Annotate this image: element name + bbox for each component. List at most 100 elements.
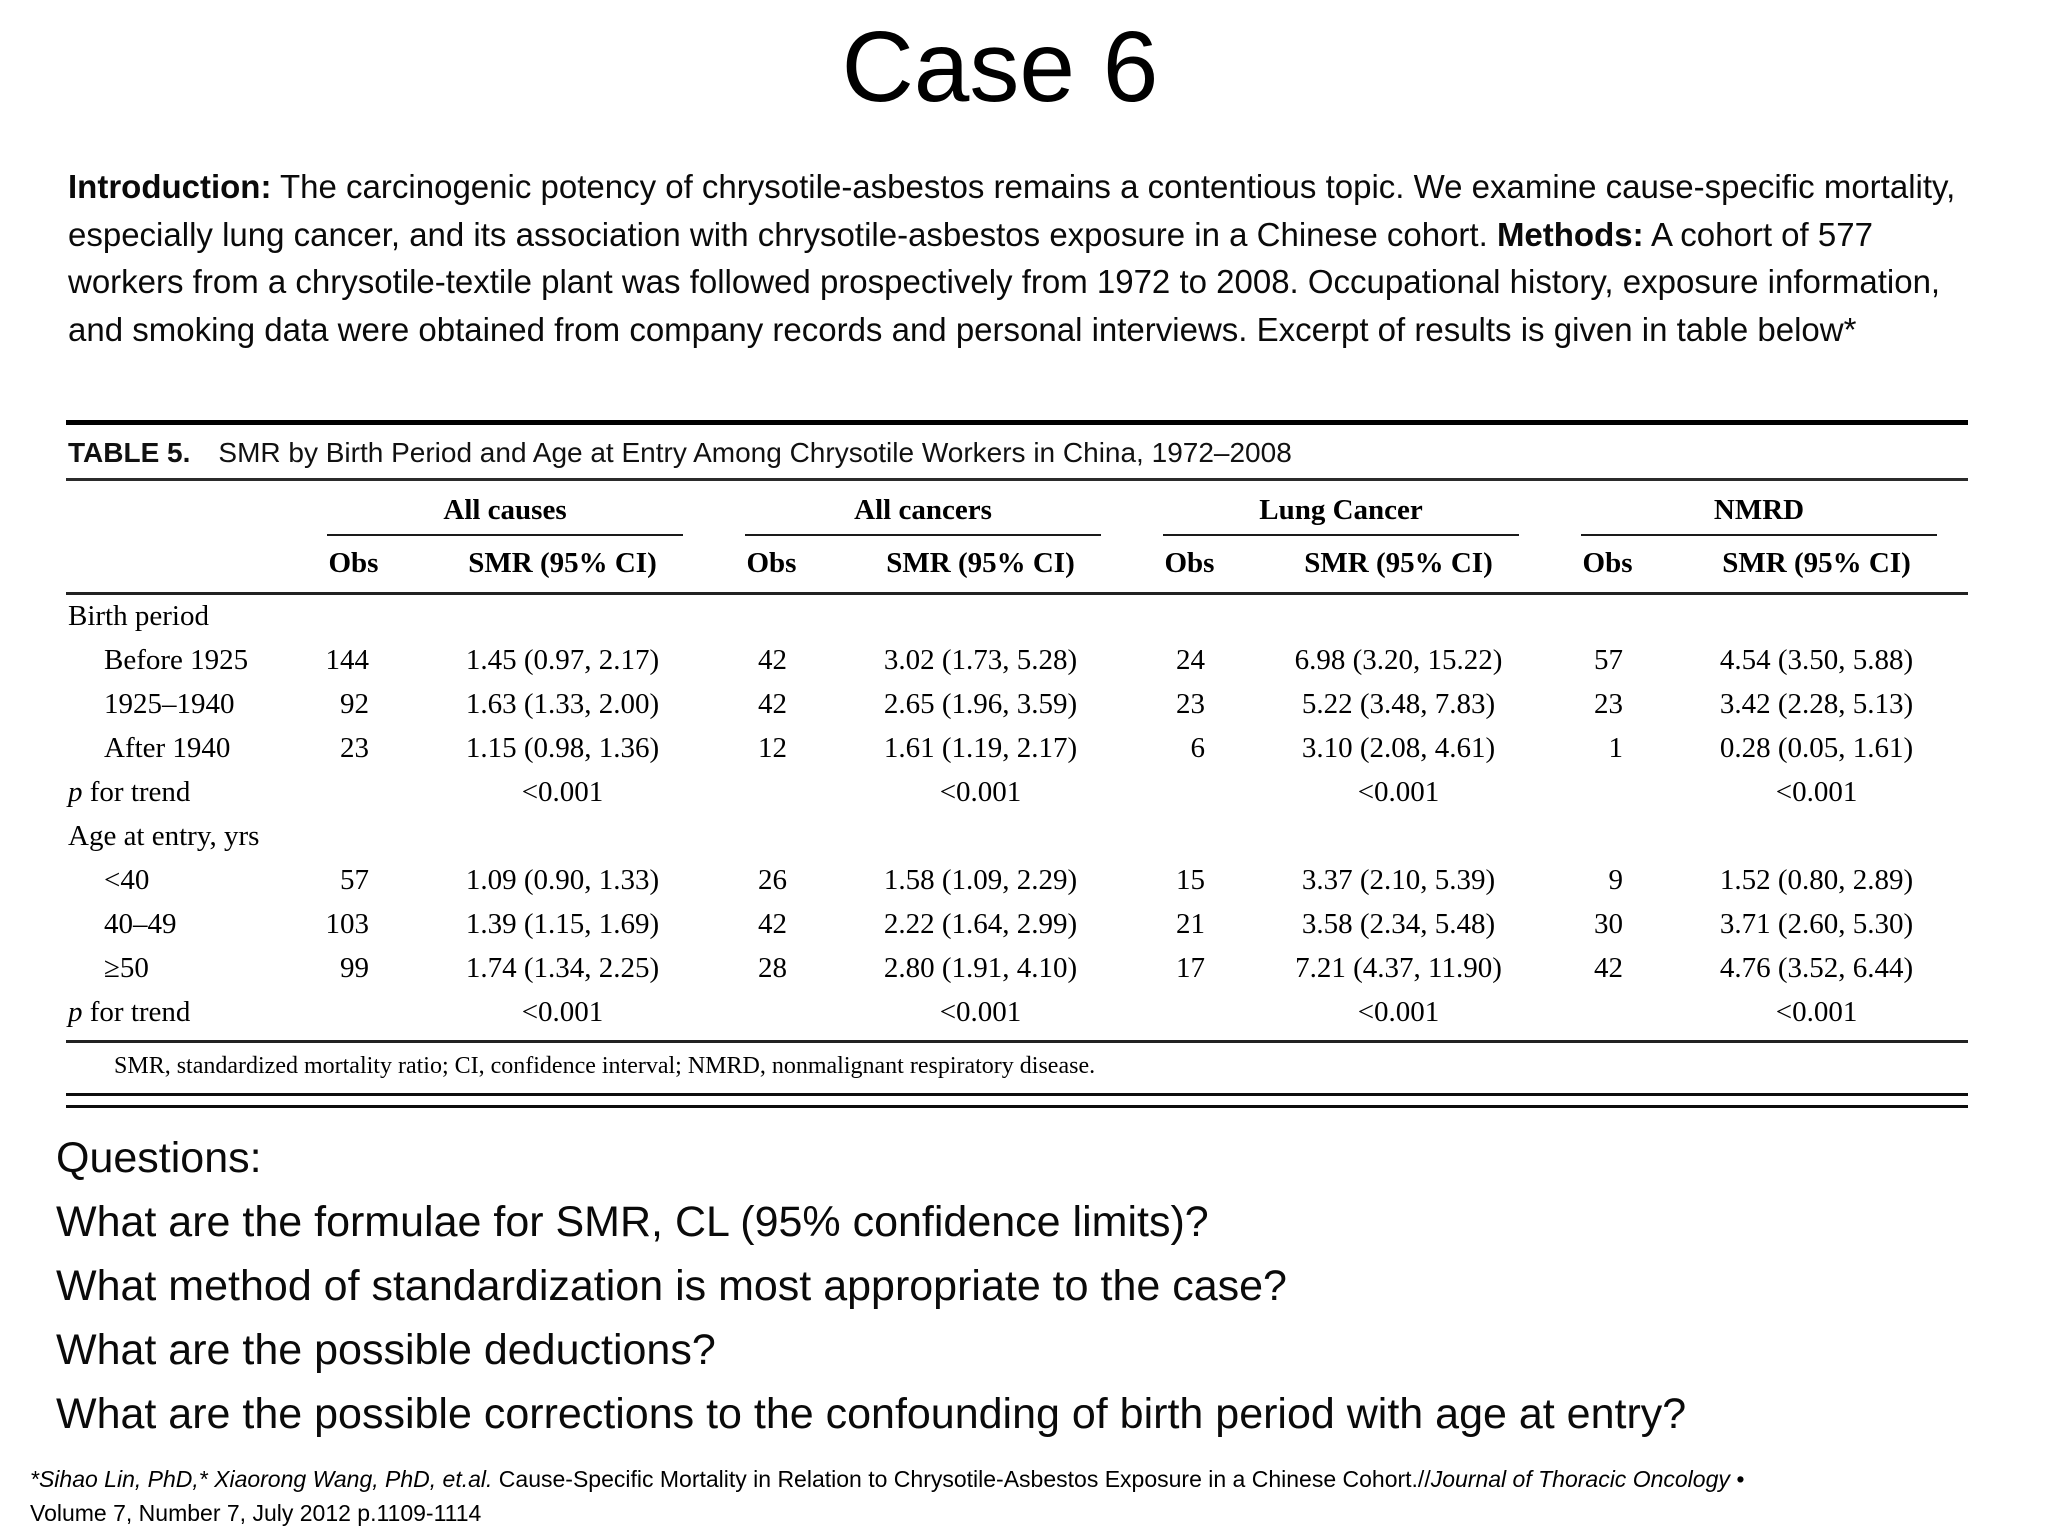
- obs-value: 42: [758, 908, 787, 940]
- row-label: After 1940: [104, 732, 231, 764]
- empty-cell: [296, 771, 411, 815]
- obs-value: 15: [1176, 864, 1205, 896]
- table-row: <40 57 1.09 (0.90, 1.33) 26 1.58 (1.09, 2.29…: [66, 859, 1968, 903]
- smr-value: 1.74 (1.34, 2.25): [465, 952, 660, 984]
- col-header-smr: SMR (95% CI): [1665, 537, 1969, 595]
- smr-value: 3.58 (2.34, 5.48): [1301, 908, 1496, 940]
- p-italic: p: [68, 776, 83, 808]
- table-caption-rule: [66, 478, 1968, 481]
- empty-cell: [1132, 771, 1247, 815]
- smr-value: 1.09 (0.90, 1.33): [465, 864, 660, 896]
- smr-value: 1.63 (1.33, 2.00): [465, 688, 660, 720]
- row-label: Before 1925: [104, 644, 249, 676]
- obs-value: 30: [1594, 908, 1624, 940]
- obs-value: 24: [1176, 644, 1205, 676]
- citation-authors: *Sihao Lin, PhD,* Xiaorong Wang, PhD, et…: [30, 1466, 493, 1492]
- citation-title: Cause-Specific Mortality in Relation to …: [492, 1466, 1431, 1492]
- obs-value: 42: [1594, 952, 1624, 984]
- obs-value: 26: [758, 864, 787, 896]
- p-value: <0.001: [1775, 776, 1858, 808]
- table-row: ≥50 99 1.74 (1.34, 2.25) 28 2.80 (1.91, 4.10…: [66, 947, 1968, 991]
- obs-value: 42: [758, 688, 787, 720]
- obs-value: 28: [758, 952, 787, 984]
- empty-cell: [1550, 991, 1665, 1035]
- question-item: What are the formulae for SMR, CL (95% c…: [56, 1198, 1209, 1246]
- table-row: 40–49 103 1.39 (1.15, 1.69) 42 2.22 (1.64, 2…: [66, 903, 1968, 947]
- methods-label: Methods:: [1496, 215, 1644, 253]
- obs-value: 92: [340, 688, 369, 720]
- sub-header-spacer: [66, 537, 296, 595]
- smr-value: 5.22 (3.48, 7.83): [1301, 688, 1496, 720]
- smr-value: 7.21 (4.37, 11.90): [1295, 952, 1502, 984]
- col-header-obs: Obs: [1132, 537, 1247, 595]
- p-for-trend-label: p for trend: [68, 776, 191, 808]
- empty-cell: [714, 771, 829, 815]
- citation-journal: Journal of Thoracic Oncology •: [1430, 1466, 1745, 1492]
- obs-value: 57: [340, 864, 369, 896]
- sub-header-row: Obs SMR (95% CI) Obs SMR (95% CI) Obs SM…: [66, 537, 1969, 595]
- smr-value: 3.02 (1.73, 5.28): [883, 644, 1078, 676]
- section-label: Birth period: [68, 600, 209, 632]
- table-caption-label: TABLE 5.: [68, 437, 191, 468]
- citation-footnote: *Sihao Lin, PhD,* Xiaorong Wang, PhD, et…: [30, 1462, 2020, 1530]
- p-value: <0.001: [1775, 996, 1858, 1028]
- empty-cell: [1550, 771, 1665, 815]
- p-for-trend-row: p for trend <0.001 <0.001 <0.001 <0.001: [66, 771, 1968, 815]
- p-italic: p: [68, 996, 83, 1028]
- group-header-all-causes: All causes: [296, 481, 714, 537]
- smr-value: 2.22 (1.64, 2.99): [883, 908, 1078, 940]
- p-value: <0.001: [939, 776, 1022, 808]
- group-header-spacer: [66, 481, 296, 537]
- table-row: After 1940 23 1.15 (0.98, 1.36) 12 1.61 (1.1…: [66, 727, 1968, 771]
- smr-value: 1.61 (1.19, 2.17): [883, 732, 1078, 764]
- col-header-obs: Obs: [1550, 537, 1666, 595]
- obs-value: 42: [758, 644, 787, 676]
- obs-value: 103: [325, 908, 370, 940]
- col-header-smr: SMR (95% CI): [829, 537, 1132, 595]
- obs-value: 23: [1594, 688, 1624, 720]
- smr-table: All causes All cancers Lung Cancer NMRD …: [66, 481, 1969, 1035]
- question-item: What are the possible corrections to the…: [56, 1390, 1687, 1438]
- intro-text: The carcinogenic potency of chrysotile-a…: [68, 168, 1956, 253]
- table-caption-text: SMR by Birth Period and Age at Entry Amo…: [218, 437, 1292, 468]
- smr-value: 6.98 (3.20, 15.22): [1294, 644, 1503, 676]
- journal-table: TABLE 5. SMR by Birth Period and Age at E…: [66, 420, 1969, 1108]
- col-header-obs: Obs: [714, 537, 829, 595]
- table-footnote-rule: [66, 1040, 1968, 1043]
- col-header-smr: SMR (95% CI): [1247, 537, 1551, 595]
- section-row: Birth period: [66, 594, 1968, 640]
- group-header-nmrd: NMRD: [1550, 481, 1968, 537]
- group-header-lung-cancer: Lung Cancer: [1132, 481, 1550, 537]
- methods-text: A cohort of 577 workers from a chrysotil…: [68, 215, 1941, 348]
- smr-value: 4.54 (3.50, 5.88): [1719, 644, 1914, 676]
- p-for-trend-row: p for trend <0.001 <0.001 <0.001 <0.001: [66, 991, 1968, 1035]
- smr-value: 3.71 (2.60, 5.30): [1719, 908, 1914, 940]
- table-row: 1925–1940 92 1.63 (1.33, 2.00) 42 2.65 (1.96…: [66, 683, 1968, 727]
- smr-value: 1.45 (0.97, 2.17): [465, 644, 660, 676]
- row-label: ≥50: [104, 952, 149, 984]
- p-value: <0.001: [521, 776, 604, 808]
- obs-value: 9: [1608, 864, 1624, 896]
- row-label: 1925–1940: [104, 688, 235, 720]
- smr-value: 2.80 (1.91, 4.10): [883, 952, 1078, 984]
- col-header-obs: Obs: [296, 537, 411, 595]
- smr-value: 1.58 (1.09, 2.29): [883, 864, 1078, 896]
- obs-value: 17: [1176, 952, 1205, 984]
- obs-value: 21: [1176, 908, 1205, 940]
- section-row: Age at entry, yrs: [66, 815, 1968, 859]
- obs-value: 1: [1608, 732, 1624, 764]
- obs-value: 144: [325, 644, 370, 676]
- empty-cell: [714, 991, 829, 1035]
- table-footnote: SMR, standardized mortality ratio; CI, c…: [114, 1053, 1096, 1079]
- group-header-row: All causes All cancers Lung Cancer NMRD: [66, 481, 1968, 537]
- questions-heading: Questions:: [56, 1134, 262, 1182]
- obs-value: 23: [340, 732, 369, 764]
- smr-value: 1.15 (0.98, 1.36): [465, 732, 660, 764]
- obs-value: 99: [340, 952, 369, 984]
- citation-line-1: *Sihao Lin, PhD,* Xiaorong Wang, PhD, et…: [30, 1462, 2020, 1496]
- col-header-smr: SMR (95% CI): [411, 537, 714, 595]
- p-value: <0.001: [521, 996, 604, 1028]
- smr-value: 4.76 (3.52, 6.44): [1719, 952, 1914, 984]
- table-caption: TABLE 5. SMR by Birth Period and Age at E…: [66, 425, 1968, 478]
- p-value: <0.001: [1357, 776, 1440, 808]
